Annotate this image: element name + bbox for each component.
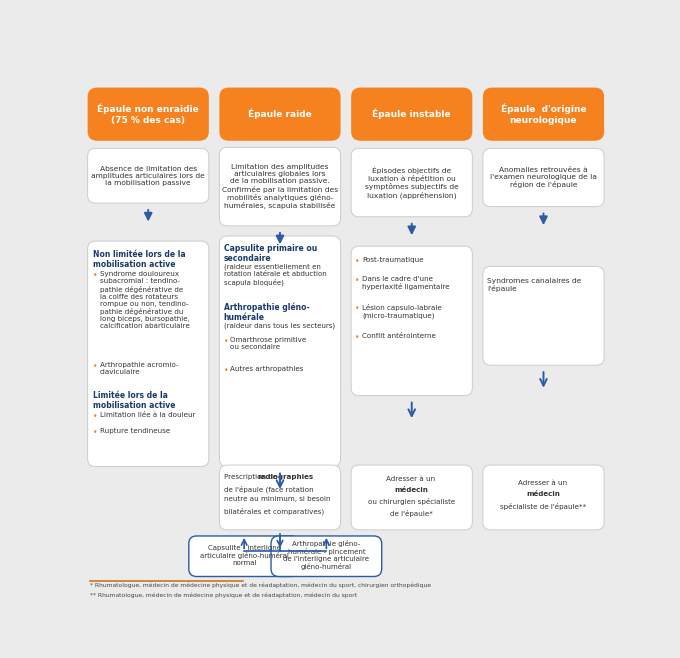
Text: •: •: [93, 428, 97, 436]
Text: de l'épaule*: de l'épaule*: [390, 509, 433, 517]
Text: Dans le cadre d'une
hyperlaxité ligamentaire: Dans le cadre d'une hyperlaxité ligament…: [362, 276, 450, 290]
Text: Arthropathie gléno-: Arthropathie gléno-: [224, 303, 309, 313]
Text: •: •: [356, 334, 360, 342]
FancyBboxPatch shape: [88, 88, 209, 141]
Text: médecin: médecin: [395, 488, 428, 494]
FancyBboxPatch shape: [483, 465, 604, 530]
Text: •: •: [93, 272, 97, 280]
Text: Adresser à un: Adresser à un: [386, 476, 437, 482]
FancyBboxPatch shape: [483, 266, 604, 365]
Text: Non limitée lors de la: Non limitée lors de la: [93, 250, 186, 259]
Text: Autres arthropathies: Autres arthropathies: [231, 367, 304, 372]
Text: Arthropathie acromio-
claviculaire: Arthropathie acromio- claviculaire: [100, 362, 178, 374]
Text: (raideur essentiellement en
rotation latérale et abduction
scapula bloquée): (raideur essentiellement en rotation lat…: [224, 264, 326, 286]
Text: Syndrome douloureux
subacromial : tendino-
pathie dégénérative de
la coiffe des : Syndrome douloureux subacromial : tendin…: [100, 272, 190, 329]
Text: •: •: [93, 413, 97, 421]
Text: mobilisation active: mobilisation active: [93, 261, 175, 269]
FancyBboxPatch shape: [189, 536, 299, 576]
Text: Arthropathie gléno-
humérale - pincement
de l'interligne articulaire
gléno-humér: Arthropathie gléno- humérale - pincement…: [284, 540, 369, 570]
Text: Rupture tendineuse: Rupture tendineuse: [100, 428, 170, 434]
Text: •: •: [224, 338, 228, 346]
Text: Prescription de: Prescription de: [224, 474, 279, 480]
FancyBboxPatch shape: [220, 88, 341, 141]
FancyBboxPatch shape: [351, 148, 473, 216]
Text: •: •: [93, 362, 97, 370]
Text: * Rhumatologue, médecin de médecine physique et de réadaptation, médecin du spor: * Rhumatologue, médecin de médecine phys…: [90, 582, 431, 588]
FancyBboxPatch shape: [220, 147, 341, 226]
Text: Syndromes canalaires de
l'épaule: Syndromes canalaires de l'épaule: [487, 278, 581, 291]
FancyBboxPatch shape: [88, 148, 209, 203]
Text: Anomalies retrouvées à
l'examen neurologique de la
région de l'épaule: Anomalies retrouvées à l'examen neurolog…: [490, 167, 597, 188]
Text: (raideur dans tous les secteurs): (raideur dans tous les secteurs): [224, 322, 335, 328]
Text: médecin: médecin: [526, 492, 560, 497]
Text: Capsulite - interligne
articulaire gléno-huméral
normal: Capsulite - interligne articulaire gléno…: [200, 545, 288, 566]
Text: Épaule instable: Épaule instable: [373, 109, 451, 119]
Text: Épaule raide: Épaule raide: [248, 109, 312, 119]
FancyBboxPatch shape: [220, 465, 341, 530]
Text: bilatérales et comparatives): bilatérales et comparatives): [224, 507, 324, 515]
Text: spécialiste de l'épaule**: spécialiste de l'épaule**: [500, 503, 587, 509]
Text: •: •: [356, 276, 360, 284]
Text: neutre au minimum, si besoin: neutre au minimum, si besoin: [224, 496, 330, 503]
Text: Absence de limitation des
amplitudes articulaires lors de
la mobilisation passiv: Absence de limitation des amplitudes art…: [91, 166, 205, 186]
FancyBboxPatch shape: [220, 236, 341, 467]
Text: Post-traumatique: Post-traumatique: [362, 257, 424, 263]
Text: radiographies: radiographies: [258, 474, 314, 480]
FancyBboxPatch shape: [483, 88, 604, 141]
Text: ou chirurgien spécialiste: ou chirurgien spécialiste: [368, 499, 456, 505]
Text: Limitée lors de la: Limitée lors de la: [93, 391, 168, 399]
Text: Épaule non enraidie
(75 % des cas): Épaule non enraidie (75 % des cas): [97, 104, 199, 124]
FancyBboxPatch shape: [271, 536, 381, 576]
Text: Épaule  d'origine
neurologique: Épaule d'origine neurologique: [500, 104, 586, 124]
Text: Capsulite primaire ou: Capsulite primaire ou: [224, 244, 317, 253]
Text: Limitation liée à la douleur: Limitation liée à la douleur: [100, 413, 195, 418]
FancyBboxPatch shape: [351, 246, 473, 395]
Text: mobilisation active: mobilisation active: [93, 401, 175, 410]
Text: •: •: [356, 257, 360, 266]
Text: Épisodes objectifs de
luxation à répétition ou
symptômes subjectifs de
luxation : Épisodes objectifs de luxation à répétit…: [365, 166, 458, 199]
Text: Limitation des amplitudes
articulaires globales lors
de la mobilisation passive.: Limitation des amplitudes articulaires g…: [222, 164, 338, 209]
Text: ** Rhumatologue, médecin de médecine physique et de réadaptation, médecin du spo: ** Rhumatologue, médecin de médecine phy…: [90, 593, 358, 598]
Text: Lésion capsulo-labrale
(micro-traumatique): Lésion capsulo-labrale (micro-traumatiqu…: [362, 305, 442, 319]
Text: secondaire: secondaire: [224, 254, 271, 263]
Text: •: •: [356, 305, 360, 313]
Text: Adresser à un: Adresser à un: [517, 480, 569, 486]
Text: Conflit antérointerne: Conflit antérointerne: [362, 334, 436, 340]
Text: Omarthrose primitive
ou secondaire: Omarthrose primitive ou secondaire: [231, 338, 307, 350]
FancyBboxPatch shape: [351, 88, 473, 141]
FancyBboxPatch shape: [483, 148, 604, 207]
FancyBboxPatch shape: [88, 241, 209, 467]
FancyBboxPatch shape: [351, 465, 473, 530]
Text: humérale: humérale: [224, 313, 265, 322]
Text: de l'épaule (face rotation: de l'épaule (face rotation: [224, 486, 313, 493]
Text: •: •: [224, 367, 228, 375]
